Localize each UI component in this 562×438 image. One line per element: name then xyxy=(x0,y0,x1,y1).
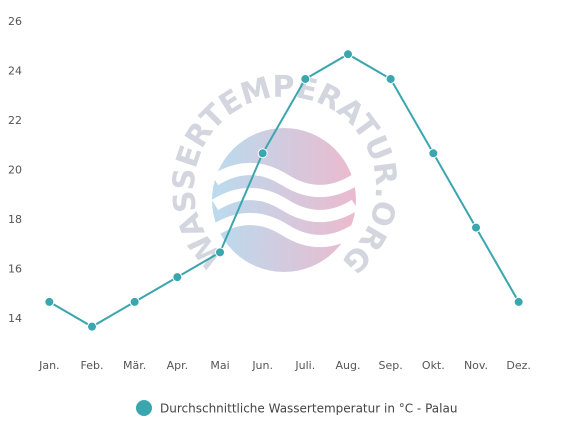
x-tick-label: Jan. xyxy=(38,359,59,372)
x-tick-label: Jun. xyxy=(251,359,273,372)
point xyxy=(87,321,97,332)
y-tick-label: 16 xyxy=(8,263,22,276)
point xyxy=(44,296,55,307)
point xyxy=(172,272,183,283)
legend-marker xyxy=(136,400,152,416)
point xyxy=(257,148,268,159)
point xyxy=(300,73,311,84)
point xyxy=(215,247,225,258)
line xyxy=(48,53,520,328)
y-tick-label: 24 xyxy=(8,65,22,78)
point xyxy=(343,49,353,60)
y-tick-label: 20 xyxy=(8,164,22,177)
point xyxy=(513,296,524,307)
x-tick-label: Mär. xyxy=(123,359,146,372)
x-tick-label: Nov. xyxy=(464,359,488,372)
point xyxy=(129,296,140,307)
x-tick-label: Sep. xyxy=(379,359,403,372)
y-tick-label: 22 xyxy=(8,114,22,127)
x-tick-label: Mai xyxy=(210,359,229,372)
point xyxy=(428,148,439,159)
legend-label: Durchschnittliche Wassertemperatur in °C… xyxy=(160,402,457,416)
plot-area: 14 16 18 20 22 24 26 Jan. Feb. Mär. Apr. Mai Jun. Jul… xyxy=(8,15,531,372)
x-tick-label: Aug. xyxy=(336,359,361,372)
x-tick-label: Juli. xyxy=(294,359,315,372)
point xyxy=(385,73,396,84)
point xyxy=(471,222,481,233)
watermark-logo: WASSERTEMPERATUR.ORG xyxy=(166,69,402,281)
y-tick-label: 26 xyxy=(8,15,22,28)
y-tick-label: 14 xyxy=(8,312,22,325)
x-tick-label: Dez. xyxy=(506,359,531,372)
x-tick-label: Okt. xyxy=(422,359,445,372)
x-tick-label: Feb. xyxy=(81,359,104,372)
x-tick-label: Apr. xyxy=(167,359,189,372)
y-tick-label: 18 xyxy=(8,213,22,226)
